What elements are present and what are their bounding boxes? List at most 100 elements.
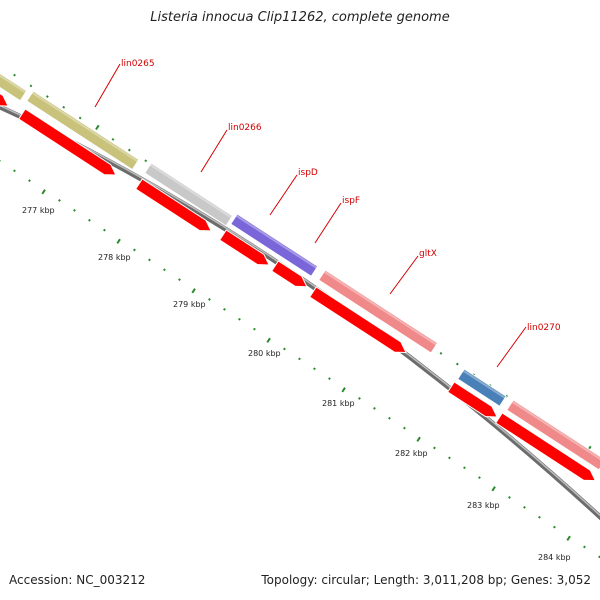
ruler-label: 282 kbp bbox=[395, 449, 428, 458]
inner-tick bbox=[566, 535, 571, 541]
inner-tick bbox=[208, 298, 211, 301]
inner-tick bbox=[283, 347, 286, 351]
inner-tick bbox=[178, 278, 181, 282]
gene-bar-lin0270[interactable] bbox=[457, 368, 507, 407]
inner-tick bbox=[13, 169, 16, 173]
gene-bar-ispD[interactable] bbox=[230, 213, 319, 278]
inner-tick bbox=[328, 377, 331, 381]
outer-tick bbox=[78, 116, 82, 120]
cds-arrow[interactable] bbox=[447, 381, 498, 418]
gene-bar-ispF[interactable] bbox=[318, 269, 439, 354]
gene-bar-highlight bbox=[511, 400, 600, 460]
inner-tick bbox=[28, 179, 31, 183]
inner-tick bbox=[313, 367, 316, 371]
gene-label-line-lin0265 bbox=[94, 63, 121, 108]
inner-tick bbox=[341, 387, 346, 393]
gene-bar-highlight bbox=[0, 74, 27, 94]
ruler-label: 284 kbp bbox=[538, 553, 571, 562]
map-title: Listeria innocua Clip11262, complete gen… bbox=[150, 10, 450, 25]
genome-summary-text: Topology: circular; Length: 3,011,208 bp… bbox=[261, 573, 591, 587]
cds-arrow[interactable] bbox=[0, 88, 9, 107]
gene-label-ispF[interactable]: ispF bbox=[342, 196, 360, 206]
gene-label-ispD[interactable]: ispD bbox=[298, 168, 318, 178]
inner-tick bbox=[403, 426, 406, 430]
outer-tick bbox=[127, 148, 131, 152]
outer-tick bbox=[13, 73, 16, 77]
inner-tick bbox=[373, 406, 376, 410]
inner-tick bbox=[508, 496, 511, 499]
gene-bar-highlight bbox=[323, 270, 438, 346]
gene-bar-gltX[interactable] bbox=[506, 399, 600, 471]
inner-tick bbox=[553, 525, 556, 529]
inner-tick bbox=[448, 456, 451, 460]
inner-tick bbox=[433, 446, 436, 450]
ruler-label: 278 kbp bbox=[98, 253, 131, 262]
gene-bar-highlight bbox=[235, 214, 318, 269]
inner-ticks bbox=[0, 160, 600, 559]
ruler-label: 281 kbp bbox=[322, 399, 355, 408]
outer-tick bbox=[455, 362, 459, 366]
gene-labels: lin0265 lin0266 ispD ispF gltX lin0270 bbox=[94, 59, 561, 368]
outer-tick bbox=[95, 124, 100, 131]
inner-tick bbox=[73, 208, 76, 212]
gene-bar-highlight bbox=[149, 163, 233, 219]
cds-arrow[interactable] bbox=[18, 108, 117, 176]
outer-tick bbox=[45, 95, 49, 98]
inner-tick bbox=[463, 466, 466, 470]
inner-tick bbox=[298, 357, 301, 361]
gene-label-line-gltX bbox=[389, 255, 419, 295]
gene-label-gltX[interactable]: gltX bbox=[419, 249, 437, 259]
outer-tick bbox=[111, 137, 115, 141]
gene-label-line-lin0270 bbox=[496, 326, 527, 368]
gene-label-lin0265[interactable]: lin0265 bbox=[121, 59, 155, 69]
gene-label-lin0266[interactable]: lin0266 bbox=[228, 123, 262, 133]
inner-tick bbox=[266, 337, 271, 343]
inner-tick bbox=[238, 317, 241, 321]
gene-label-line-lin0266 bbox=[200, 129, 228, 173]
gene-label-line-ispF bbox=[314, 202, 342, 244]
gene-bar-lin0265[interactable] bbox=[26, 90, 140, 171]
outer-tick bbox=[439, 351, 443, 355]
outer-tick bbox=[29, 84, 33, 88]
inner-tick bbox=[116, 238, 121, 244]
gene-bar-lin0265[interactable] bbox=[0, 69, 28, 102]
inner-tick bbox=[148, 258, 151, 262]
inner-tick bbox=[358, 397, 361, 400]
inner-tick bbox=[491, 486, 496, 492]
gene-feature-bars bbox=[0, 69, 600, 471]
inner-tick bbox=[478, 476, 481, 480]
inner-tick bbox=[103, 228, 106, 232]
inner-tick bbox=[523, 505, 526, 509]
cds-arrows bbox=[0, 88, 597, 482]
ruler-label: 283 kbp bbox=[467, 501, 500, 510]
outer-tick bbox=[144, 159, 148, 163]
inner-tick bbox=[538, 515, 541, 519]
inner-tick bbox=[133, 248, 136, 252]
cds-arrow[interactable] bbox=[135, 178, 212, 232]
inner-tick bbox=[223, 307, 226, 311]
ruler-label: 280 kbp bbox=[248, 349, 281, 358]
inner-tick bbox=[388, 416, 391, 420]
gene-bar-highlight bbox=[31, 91, 139, 163]
inner-tick bbox=[41, 189, 46, 195]
outer-tick bbox=[62, 105, 66, 109]
inner-tick bbox=[58, 199, 61, 202]
inner-tick bbox=[416, 436, 421, 442]
cds-arrow[interactable] bbox=[309, 286, 407, 354]
ruler-label: 279 kbp bbox=[173, 300, 206, 309]
ruler-labels: 277 kbp 278 kbp 279 kbp 280 kbp 281 kbp … bbox=[22, 206, 571, 562]
gene-label-lin0270[interactable]: lin0270 bbox=[527, 323, 561, 333]
inner-tick bbox=[88, 218, 91, 222]
inner-tick bbox=[163, 268, 166, 272]
cds-arrow[interactable] bbox=[271, 260, 308, 288]
cds-arrow[interactable] bbox=[495, 412, 597, 482]
gene-bar-lin0266[interactable] bbox=[144, 162, 234, 227]
gene-label-line-ispD bbox=[269, 174, 298, 216]
inner-tick bbox=[253, 327, 256, 331]
inner-tick bbox=[191, 288, 196, 294]
gene-bar-highlight bbox=[462, 369, 506, 399]
ruler-label: 277 kbp bbox=[22, 206, 55, 215]
inner-tick bbox=[583, 545, 586, 549]
cds-arrow[interactable] bbox=[219, 229, 270, 266]
